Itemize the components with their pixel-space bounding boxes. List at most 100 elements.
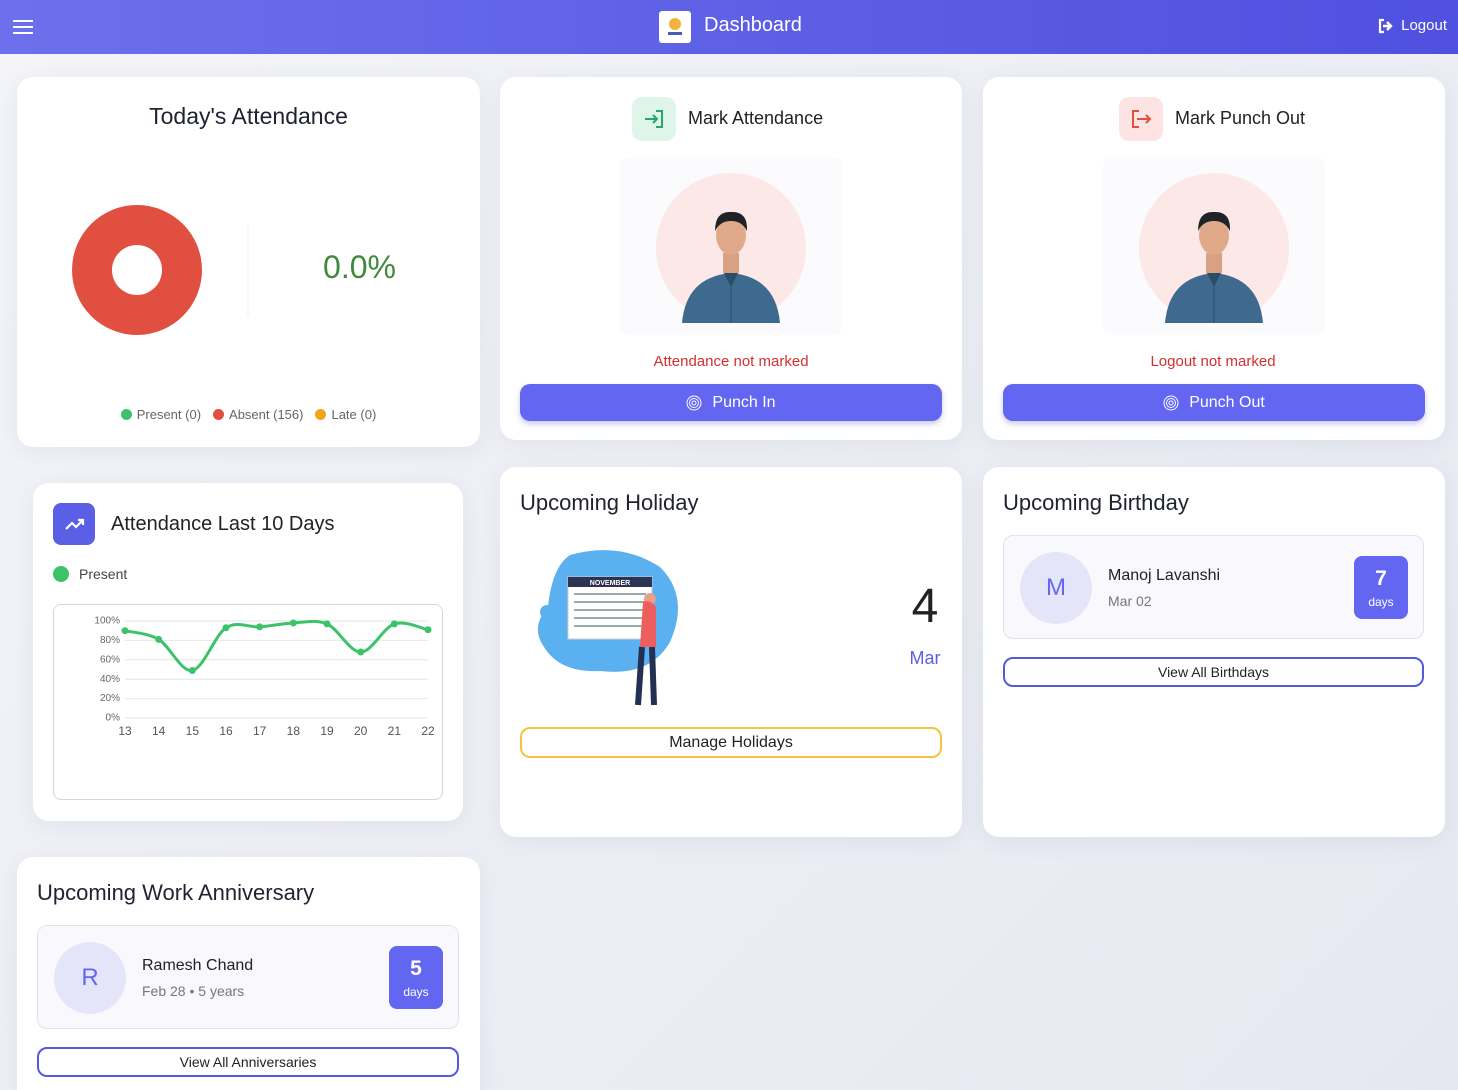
punch-in-button[interactable]: Punch In bbox=[520, 384, 942, 421]
trend-icon bbox=[53, 503, 95, 545]
y-tick-label: 20% bbox=[100, 693, 120, 704]
legend-item: Late (0) bbox=[315, 407, 376, 422]
donut-chart bbox=[72, 205, 249, 335]
birthday-card: Upcoming Birthday M Manoj Lavanshi Mar 0… bbox=[983, 467, 1445, 837]
punch-out-button[interactable]: Punch Out bbox=[1003, 384, 1425, 421]
x-tick-label: 14 bbox=[152, 724, 166, 738]
avatar-initial: R bbox=[54, 942, 126, 1014]
data-point bbox=[357, 648, 365, 656]
data-point bbox=[323, 620, 331, 628]
logout-label: Logout bbox=[1401, 17, 1447, 34]
x-tick-label: 16 bbox=[219, 724, 233, 738]
y-tick-label: 60% bbox=[100, 654, 120, 665]
legend-item: Absent (156) bbox=[213, 407, 303, 422]
button-label: Punch Out bbox=[1189, 393, 1265, 411]
menu-button[interactable] bbox=[13, 19, 33, 35]
x-tick-label: 17 bbox=[253, 724, 267, 738]
legend-item: Present (0) bbox=[120, 407, 202, 422]
avatar-illustration bbox=[1139, 173, 1289, 323]
calendar-month: NOVEMBER bbox=[590, 580, 630, 587]
button-label: Punch In bbox=[712, 393, 776, 411]
header-bar: Dashboard Logout bbox=[0, 0, 1458, 54]
card-title: Attendance Last 10 Days bbox=[111, 513, 335, 535]
logo bbox=[659, 11, 691, 43]
data-point bbox=[188, 666, 196, 674]
card-title: Mark Punch Out bbox=[1175, 108, 1306, 128]
x-tick-label: 19 bbox=[320, 724, 334, 738]
photo-frame bbox=[1103, 157, 1325, 335]
legend: Present bbox=[53, 566, 127, 582]
holiday-month: Mar bbox=[909, 648, 941, 668]
card-title: Today's Attendance bbox=[149, 103, 348, 129]
present-percent: 0.0% bbox=[323, 249, 396, 285]
line-chart: 0% 20% 40% 60% 80% 100% 13 14 15 16 17 18 19 20 21 22 bbox=[94, 616, 435, 739]
y-tick-label: 40% bbox=[100, 674, 120, 685]
punch-in-icon bbox=[632, 97, 676, 141]
series-line bbox=[124, 619, 429, 672]
days-unit: days bbox=[1368, 594, 1394, 609]
manage-holidays-button[interactable]: Manage Holidays bbox=[520, 727, 942, 758]
x-tick-label: 18 bbox=[287, 724, 301, 738]
status-text: Logout not marked bbox=[1150, 353, 1276, 370]
punch-out-icon bbox=[1119, 97, 1163, 141]
person-name: Ramesh Chand bbox=[142, 957, 254, 974]
days-count: 5 bbox=[410, 956, 422, 980]
legend: Present (0) Absent (156) Late (0) bbox=[17, 407, 480, 422]
holiday-card: Upcoming Holiday NOVEMBER 4 Mar Manage H… bbox=[500, 467, 962, 837]
holiday-day: 4 bbox=[911, 580, 939, 633]
person-meta: Feb 28 • 5 years bbox=[142, 983, 245, 999]
x-tick-label: 15 bbox=[186, 724, 200, 738]
punch-in-card: Mark Attendance Attendance not marked Pu… bbox=[500, 77, 962, 440]
x-tick-label: 20 bbox=[354, 724, 368, 738]
anniversary-card: Upcoming Work Anniversary R Ramesh Chand… bbox=[17, 857, 480, 1090]
holiday-illustration: NOVEMBER bbox=[537, 550, 678, 706]
punch-out-card: Mark Punch Out Logout not marked Punch O… bbox=[983, 77, 1445, 440]
x-tick-label: 22 bbox=[421, 724, 435, 738]
trend-card: Attendance Last 10 Days Present 0% 20% 40%… bbox=[33, 483, 463, 821]
y-tick-label: 100% bbox=[94, 616, 120, 627]
data-point bbox=[155, 635, 163, 643]
days-unit: days bbox=[403, 984, 429, 999]
card-title: Upcoming Birthday bbox=[1003, 490, 1189, 515]
y-tick-label: 0% bbox=[106, 713, 121, 724]
logout-button[interactable]: Logout bbox=[1377, 17, 1447, 34]
data-point bbox=[256, 623, 264, 631]
x-tick-label: 13 bbox=[118, 724, 132, 738]
person-date: Mar 02 bbox=[1108, 593, 1152, 609]
birthday-item: M Manoj Lavanshi Mar 02 7 days bbox=[1003, 535, 1424, 639]
legend-label: Present bbox=[79, 566, 128, 582]
donut-hole bbox=[112, 245, 162, 295]
x-tick-label: 21 bbox=[388, 724, 402, 738]
days-badge: 7 days bbox=[1354, 556, 1408, 619]
person-name: Manoj Lavanshi bbox=[1108, 567, 1221, 584]
card-title: Upcoming Work Anniversary bbox=[37, 880, 315, 905]
legend-label: Absent (156) bbox=[229, 407, 304, 422]
data-point bbox=[222, 624, 230, 632]
card-title: Upcoming Holiday bbox=[520, 490, 699, 515]
legend-label: Late (0) bbox=[331, 407, 377, 422]
legend-label: Present (0) bbox=[136, 407, 202, 422]
y-tick-label: 80% bbox=[100, 635, 120, 646]
legend-swatch bbox=[315, 409, 327, 420]
attendance-card: Today's Attendance 0.0% Present (0) Absen… bbox=[17, 77, 480, 447]
chart-frame: 0% 20% 40% 60% 80% 100% 13 14 15 16 17 18 19 20 21 22 bbox=[53, 604, 443, 800]
data-point bbox=[390, 620, 398, 628]
view-anniversaries-button[interactable]: View All Anniversaries bbox=[37, 1047, 459, 1077]
view-birthdays-button[interactable]: View All Birthdays bbox=[1003, 657, 1424, 687]
avatar-initial: M bbox=[1020, 552, 1092, 624]
header-title: Dashboard bbox=[704, 14, 802, 36]
photo-frame bbox=[620, 157, 842, 335]
days-count: 7 bbox=[1375, 566, 1387, 590]
status-text: Attendance not marked bbox=[653, 353, 809, 370]
card-title: Mark Attendance bbox=[688, 108, 824, 128]
data-point bbox=[121, 627, 129, 635]
anniversary-item: R Ramesh Chand Feb 28 • 5 years 5 days bbox=[37, 925, 459, 1029]
data-point bbox=[289, 619, 297, 627]
legend-swatch bbox=[53, 566, 69, 582]
avatar-illustration bbox=[656, 173, 806, 323]
data-point bbox=[424, 626, 432, 634]
days-badge: 5 days bbox=[389, 946, 443, 1009]
legend-swatch bbox=[213, 409, 225, 420]
